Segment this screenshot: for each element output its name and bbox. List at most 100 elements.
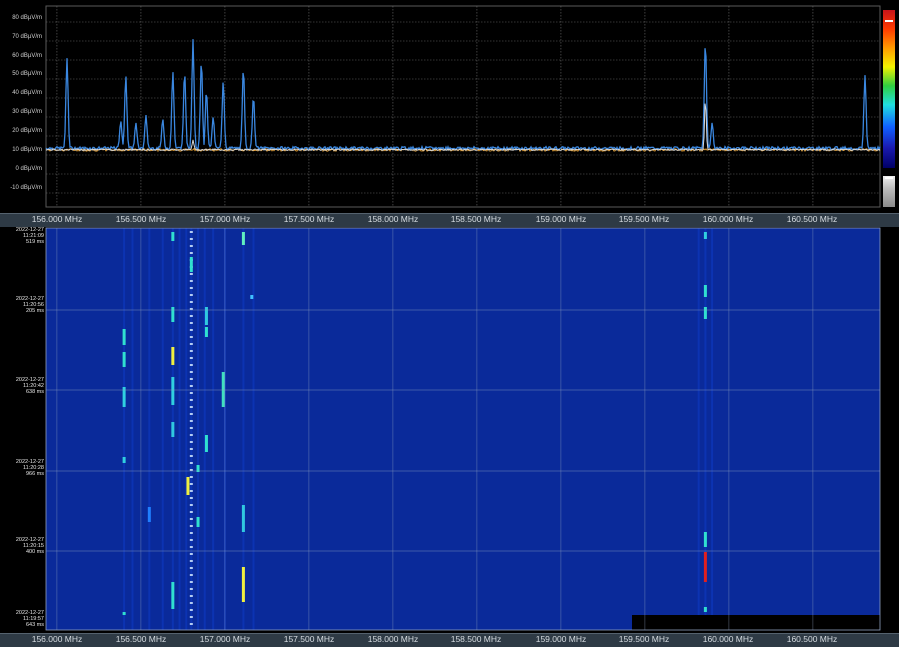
signal-segment bbox=[241, 567, 245, 602]
signal-dash bbox=[189, 539, 193, 541]
freq-tick-label: 160.000 MHz bbox=[702, 634, 754, 644]
signal-dash bbox=[189, 616, 193, 618]
signal-segment bbox=[241, 232, 245, 245]
freq-tick-label: 156.000 MHz bbox=[31, 634, 83, 644]
signal-dash bbox=[189, 567, 193, 569]
y-axis-label: 20 dBµV/m bbox=[12, 128, 42, 134]
color-scale-bar[interactable] bbox=[883, 10, 895, 207]
signal-dash bbox=[189, 420, 193, 422]
waterfall-area bbox=[46, 228, 880, 630]
signal-dash bbox=[189, 518, 193, 520]
spectrum-canvas bbox=[45, 5, 881, 208]
signal-segment bbox=[171, 307, 175, 322]
frequency-axis-bottom: 156.000 MHz 156.500 MHz 157.000 MHz 157.… bbox=[0, 633, 899, 647]
faint-signal-column bbox=[711, 228, 714, 630]
faint-signal-column bbox=[161, 228, 164, 630]
signal-dash bbox=[189, 280, 193, 282]
signal-dash bbox=[189, 329, 193, 331]
y-axis-label: 80 dBµV/m bbox=[12, 15, 42, 21]
signal-dash bbox=[189, 245, 193, 247]
faint-signal-column bbox=[197, 228, 200, 630]
signal-segment bbox=[171, 232, 175, 241]
freq-tick-label: 157.500 MHz bbox=[283, 214, 335, 224]
faint-signal-column bbox=[185, 228, 188, 630]
signal-segment bbox=[703, 607, 707, 612]
signal-dash bbox=[189, 595, 193, 597]
faint-signal-column bbox=[704, 228, 707, 630]
freq-tick-label: 159.500 MHz bbox=[618, 634, 670, 644]
freq-tick-label: 160.000 MHz bbox=[702, 214, 754, 224]
freq-tick-label: 159.000 MHz bbox=[535, 214, 587, 224]
y-axis-label: 70 dBµV/m bbox=[12, 34, 42, 40]
freq-tick-label: 158.000 MHz bbox=[367, 214, 419, 224]
signal-segment bbox=[122, 387, 126, 407]
color-scale-max-marker[interactable] bbox=[885, 20, 893, 22]
color-scale-gap bbox=[883, 168, 895, 176]
signal-dash bbox=[189, 315, 193, 317]
signal-dash bbox=[189, 336, 193, 338]
signal-segment bbox=[122, 329, 126, 345]
freq-tick-label: 158.500 MHz bbox=[450, 214, 502, 224]
faint-signal-column bbox=[242, 228, 245, 630]
signal-segment bbox=[171, 347, 175, 365]
freq-tick-label: 160.500 MHz bbox=[786, 634, 838, 644]
spectrum-trace bbox=[45, 39, 881, 152]
signal-dash bbox=[189, 273, 193, 275]
signal-dash bbox=[189, 399, 193, 401]
signal-dash bbox=[189, 623, 193, 625]
signal-dash bbox=[189, 462, 193, 464]
timestamp-label: 2022-12-27 11:20:56 205 ms bbox=[15, 296, 44, 314]
signal-dash bbox=[189, 364, 193, 366]
signal-segment bbox=[196, 465, 200, 472]
signal-dash bbox=[189, 392, 193, 394]
signal-dash bbox=[189, 287, 193, 289]
signal-dash bbox=[189, 231, 193, 233]
signal-dash bbox=[189, 490, 193, 492]
faint-signal-column bbox=[178, 228, 181, 630]
signal-dash bbox=[189, 448, 193, 450]
faint-signal-column bbox=[203, 228, 206, 630]
signal-dash bbox=[189, 483, 193, 485]
signal-segment bbox=[204, 435, 208, 452]
waterfall-grid bbox=[45, 227, 881, 631]
signal-dash bbox=[189, 322, 193, 324]
faint-signal-column bbox=[252, 228, 255, 630]
signal-dash bbox=[189, 406, 193, 408]
spectrum-plot[interactable]: 80 dBµV/m 70 dBµV/m 60 dBµV/m 50 dBµV/m … bbox=[0, 0, 899, 213]
signal-segment bbox=[703, 532, 707, 547]
signal-dash bbox=[189, 560, 193, 562]
freq-tick-label: 159.000 MHz bbox=[535, 634, 587, 644]
waterfall-border bbox=[45, 227, 881, 631]
timestamp-label: 2022-12-27 11:20:15 400 ms bbox=[15, 537, 44, 555]
signal-segment bbox=[122, 612, 126, 615]
signal-dash bbox=[189, 455, 193, 457]
signal-dash bbox=[189, 308, 193, 310]
faint-signal-column bbox=[212, 228, 215, 630]
signal-segment bbox=[189, 257, 193, 272]
signal-dash bbox=[189, 546, 193, 548]
frequency-axis-top: 156.000 MHz 156.500 MHz 157.000 MHz 157.… bbox=[0, 213, 899, 227]
faint-signal-column bbox=[131, 228, 134, 630]
signal-dash bbox=[189, 588, 193, 590]
signal-dash bbox=[189, 511, 193, 513]
faint-signal-column bbox=[697, 228, 700, 630]
signal-dash bbox=[189, 497, 193, 499]
waterfall-plot[interactable]: 2022-12-27 11:21:09 519 ms 2022-12-27 11:20… bbox=[0, 227, 899, 631]
color-scale-gradient bbox=[883, 10, 895, 168]
signal-dash bbox=[189, 574, 193, 576]
signal-dash bbox=[189, 532, 193, 534]
hold-trace bbox=[45, 103, 881, 152]
signal-dash bbox=[189, 476, 193, 478]
grey-scale-marker[interactable] bbox=[885, 177, 893, 179]
signal-dash bbox=[189, 525, 193, 527]
signal-segment bbox=[196, 517, 200, 527]
signal-dash bbox=[189, 441, 193, 443]
signal-segment bbox=[703, 285, 707, 297]
freq-tick-label: 157.000 MHz bbox=[199, 634, 251, 644]
signal-dash bbox=[189, 238, 193, 240]
signal-segment bbox=[147, 507, 151, 522]
signal-segment bbox=[703, 232, 707, 239]
y-axis-label: -10 dBµV/m bbox=[10, 185, 42, 191]
signal-dash bbox=[189, 581, 193, 583]
signal-segment bbox=[241, 505, 245, 532]
